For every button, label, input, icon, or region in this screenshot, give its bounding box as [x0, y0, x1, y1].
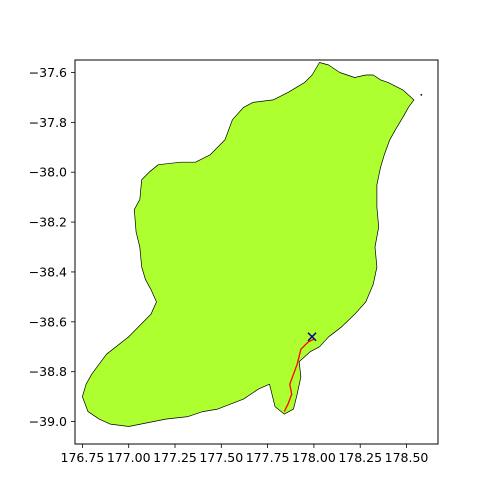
axes-frame — [74, 59, 439, 445]
x-tick-label: 176.75 — [61, 450, 105, 465]
region-polygon — [82, 62, 415, 427]
x-tick-label: 177.00 — [107, 450, 151, 465]
island-0 — [420, 94, 423, 96]
route-line — [283, 338, 315, 412]
plot-area — [82, 62, 423, 427]
marker-stroke-b — [307, 332, 317, 342]
x-tick-label: 178.00 — [292, 450, 336, 465]
x-tick-label: 177.50 — [199, 450, 243, 465]
x-tick-label: 177.75 — [246, 450, 290, 465]
y-axis: −37.6 −37.8 −38.0 −38.2 −38.4 −38.6 −38.8 −39.0 — [29, 65, 75, 429]
y-tick-label: −38.6 — [29, 314, 67, 329]
x-tick-label: 178.25 — [338, 450, 382, 465]
x-tick-label: 178.50 — [385, 450, 429, 465]
y-tick-label: −38.2 — [29, 215, 67, 230]
x-tick-label: 177.25 — [153, 450, 197, 465]
y-tick-label: −38.4 — [29, 264, 67, 279]
y-tick-label: −39.0 — [29, 414, 67, 429]
x-axis: 176.75 177.00 177.25 177.50 177.75 178.00 178.… — [61, 444, 429, 465]
y-tick-label: −38.0 — [29, 165, 67, 180]
y-tick-label: −37.8 — [29, 115, 67, 130]
y-tick-label: −38.8 — [29, 364, 67, 379]
location-marker — [307, 332, 317, 342]
y-tick-label: −37.6 — [29, 65, 67, 80]
